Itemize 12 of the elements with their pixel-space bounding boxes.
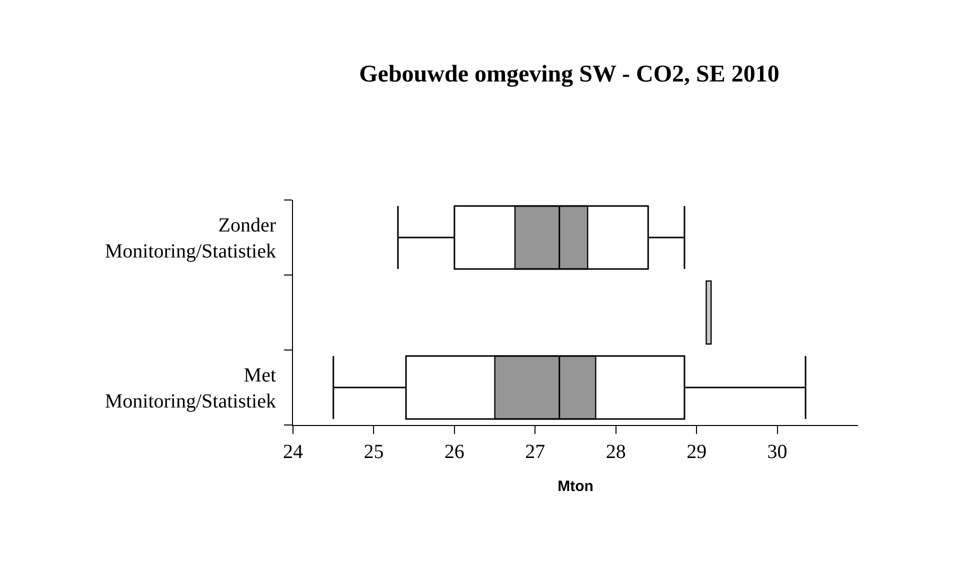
y-tick-label: Zonder Monitoring/Statistiek: [104, 214, 276, 262]
x-tick-label: 27: [525, 441, 546, 463]
x-axis-title: Mton: [558, 478, 594, 495]
x-tick-label: 28: [606, 441, 626, 463]
x-tick-label: 25: [364, 441, 384, 463]
bar: [706, 280, 712, 345]
x-tick-label: 30: [767, 441, 788, 463]
x-tick-label: 26: [444, 441, 464, 463]
x-tick-label: 24: [283, 441, 303, 463]
chart-title: Gebouwde omgeving SW - CO2, SE 2010: [359, 61, 780, 88]
y-tick-label: Met Monitoring/Statistiek: [104, 364, 276, 412]
x-tick-label: 29: [686, 441, 707, 463]
